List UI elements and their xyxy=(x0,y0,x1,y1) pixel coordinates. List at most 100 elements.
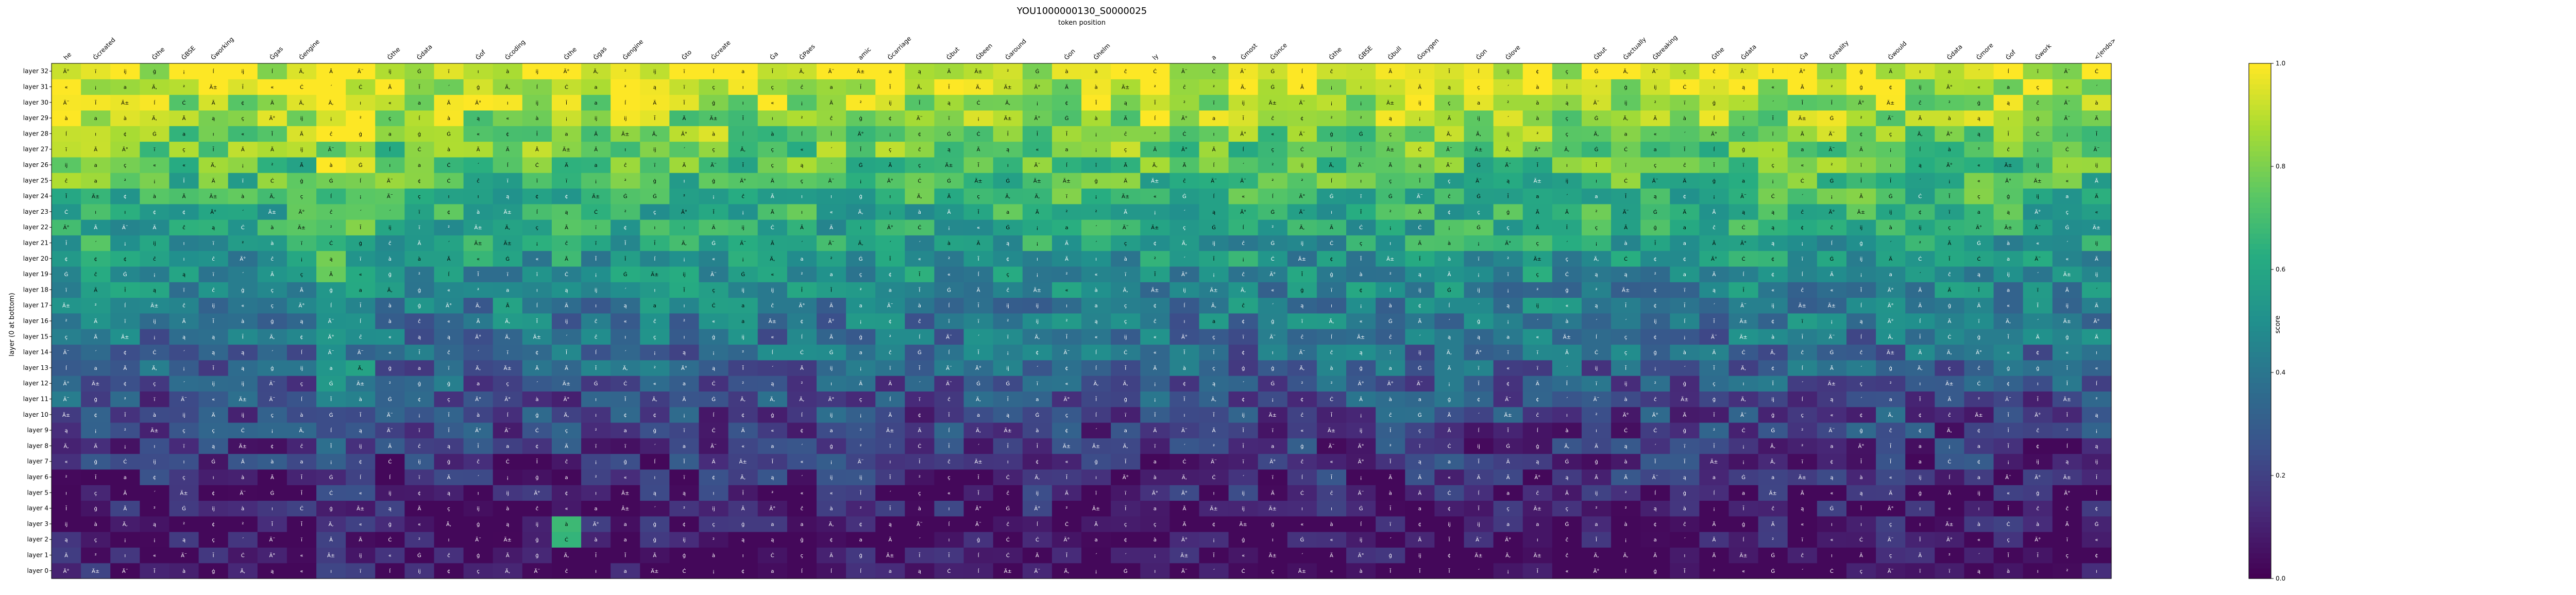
heatmap-cell-glyph: Ä xyxy=(947,68,951,75)
heatmap-cell-glyph: ĺ xyxy=(360,177,361,184)
heatmap-cell-glyph: ĳ xyxy=(1212,241,1215,246)
colorbar-segment xyxy=(2249,300,2271,306)
heatmap-cell-glyph: ï xyxy=(448,69,450,75)
heatmap-cell-glyph: ĺ xyxy=(1860,302,1862,309)
heatmap-cell-glyph: ĳ xyxy=(1242,506,1245,512)
heatmap-cell-glyph: Ä¨ xyxy=(2064,115,2070,122)
heatmap-cell xyxy=(316,453,346,470)
heatmap-cell-glyph: « xyxy=(1977,537,1980,543)
heatmap-cell xyxy=(816,469,846,485)
heatmap-cell-glyph: ĉ xyxy=(418,318,421,325)
heatmap-cell-glyph: ç xyxy=(1124,241,1127,246)
heatmap-cell-glyph: Ċ xyxy=(594,209,598,215)
heatmap-cell-glyph: ą xyxy=(447,444,450,449)
heatmap-cell-glyph: Ä xyxy=(2095,193,2098,200)
heatmap-cell xyxy=(493,422,523,438)
heatmap-cell-glyph: Ä¨ xyxy=(710,271,717,278)
heatmap-cell-glyph: Ä± xyxy=(1298,256,1306,262)
heatmap-cell-glyph: Ä¨ xyxy=(946,333,952,340)
heatmap-cell-glyph: Ī xyxy=(360,146,361,153)
heatmap-cell xyxy=(1170,516,1200,532)
heatmap-cell-glyph: ģ xyxy=(1448,397,1451,403)
heatmap-cell-glyph: Ä, xyxy=(1947,349,1952,356)
heatmap-cell-glyph: à xyxy=(241,318,244,325)
heatmap-cell-glyph: ĺ xyxy=(1243,146,1244,153)
colorbar-tick-label: 0.0 xyxy=(2276,575,2285,582)
heatmap-cell-glyph: Ä¨ xyxy=(328,349,334,356)
heatmap-cell-glyph: ą xyxy=(64,428,67,434)
heatmap-cell-glyph: ¡ xyxy=(1036,272,1038,278)
heatmap-cell-glyph: ¢ xyxy=(800,428,803,434)
heatmap-cell-glyph: a xyxy=(1683,272,1686,278)
heatmap-cell-glyph: ¡ xyxy=(889,131,891,137)
heatmap-cell-glyph: Ä° xyxy=(1269,458,1276,465)
heatmap-cell-glyph: ı xyxy=(1360,84,1362,90)
heatmap-cell-glyph: Ä, xyxy=(858,209,863,215)
heatmap-cell-glyph: ĳ xyxy=(477,506,480,512)
heatmap-cell-glyph: ´ xyxy=(977,443,980,449)
heatmap-cell-glyph: à xyxy=(1094,69,1097,75)
heatmap-cell-glyph: Ī xyxy=(742,115,744,122)
heatmap-cell-glyph: ģ xyxy=(1271,522,1274,528)
heatmap-cell-glyph: à xyxy=(1948,115,1951,122)
heatmap-cell-glyph: ĉ xyxy=(477,178,480,184)
heatmap-cell-glyph: ĺ xyxy=(1919,146,1921,153)
y-tick-label: layer 9 xyxy=(27,427,48,434)
heatmap-cell-glyph: Ã xyxy=(94,146,97,153)
x-tick-label: Ġhelm xyxy=(1091,41,1111,61)
heatmap-cell xyxy=(110,516,140,532)
heatmap-cell-glyph: ą xyxy=(918,569,921,574)
heatmap-cell xyxy=(1846,516,1876,532)
heatmap-cell-glyph: ï xyxy=(683,475,685,481)
heatmap-cell-glyph: ı xyxy=(95,131,96,137)
heatmap-cell-glyph: Ã xyxy=(388,83,392,90)
heatmap-cell-glyph: Ä° xyxy=(269,115,275,122)
heatmap-cell-glyph: ² xyxy=(124,397,126,403)
heatmap-cell-glyph: Ġ xyxy=(1595,146,1599,153)
heatmap-cell xyxy=(1581,547,1612,564)
heatmap-cell-glyph: Ġ xyxy=(329,380,333,387)
heatmap-cell-glyph: Ä xyxy=(594,146,598,153)
heatmap-cell-glyph: Ä, xyxy=(1211,396,1216,403)
heatmap-cell-glyph: ² xyxy=(860,428,862,434)
heatmap-cell-glyph: ģ xyxy=(1859,241,1862,246)
heatmap-cell-glyph: Ī xyxy=(418,349,420,356)
heatmap-cell-glyph: Ä¨ xyxy=(1181,68,1188,75)
heatmap-cell-glyph: ç xyxy=(1183,225,1186,231)
heatmap-cell xyxy=(257,516,287,532)
heatmap-cell xyxy=(1170,469,1200,485)
heatmap-cell-glyph: Ċ xyxy=(977,130,980,137)
heatmap-cell-glyph: ¢ xyxy=(124,257,127,262)
heatmap-cell-glyph: Ī xyxy=(919,99,920,106)
heatmap-cell-glyph: Ä¨ xyxy=(975,521,981,528)
heatmap-cell-glyph: Ã xyxy=(123,505,127,512)
heatmap-cell xyxy=(2052,469,2082,485)
colorbar-segment xyxy=(2249,269,2271,275)
heatmap-cell-glyph: ï xyxy=(418,475,420,481)
heatmap-cell-glyph: ģ xyxy=(1124,397,1127,403)
heatmap-cell-glyph: Ġ xyxy=(623,271,628,278)
heatmap-cell-glyph: ĺ xyxy=(1095,365,1097,371)
heatmap-cell-glyph: à xyxy=(2007,568,2010,574)
heatmap-cell-glyph: Ī xyxy=(1507,193,1509,200)
heatmap-cell xyxy=(816,453,846,470)
heatmap-cell-glyph: ą xyxy=(1624,444,1628,449)
heatmap-cell-glyph: ı xyxy=(478,490,479,496)
heatmap-cell xyxy=(1405,469,1435,485)
colorbar-segment xyxy=(2249,434,2271,440)
heatmap-cell xyxy=(1670,532,1700,548)
heatmap-cell-glyph: « xyxy=(829,210,833,215)
heatmap-cell-glyph: à xyxy=(241,506,244,512)
heatmap-cell-glyph: Ä± xyxy=(1210,505,1217,512)
heatmap-cell-glyph: ¢ xyxy=(1477,397,1480,403)
heatmap-cell-glyph: ı xyxy=(1272,350,1274,356)
heatmap-cell-glyph: ´ xyxy=(1860,397,1862,403)
heatmap-cell-glyph: Ä xyxy=(270,99,274,106)
heatmap-cell xyxy=(1787,406,1818,423)
heatmap-cell-glyph: ¢ xyxy=(1654,257,1657,262)
heatmap-cell-glyph: Ä° xyxy=(975,505,981,512)
heatmap-cell-glyph: Ġ xyxy=(1270,240,1275,246)
heatmap-cell-glyph: ı xyxy=(154,444,156,449)
heatmap-cell-glyph: Ä, xyxy=(829,521,834,528)
heatmap-cell-glyph: ĉ xyxy=(1654,397,1657,403)
